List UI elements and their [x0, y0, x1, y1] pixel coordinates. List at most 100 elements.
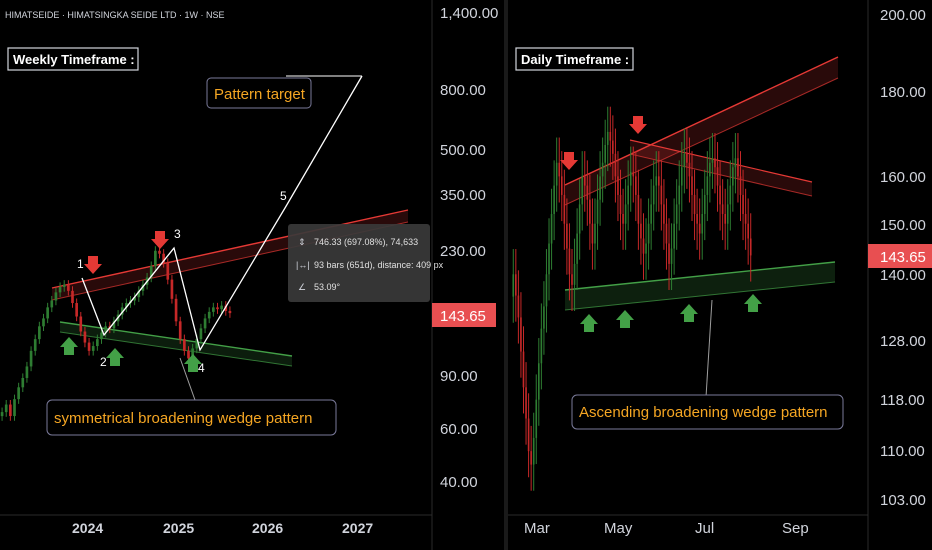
- candle: [199, 328, 203, 340]
- candle: [216, 307, 219, 310]
- daily-panel: Daily Timeframe : Ascending broadening w…: [508, 0, 868, 537]
- candle: [224, 305, 228, 311]
- weekly-price-axis[interactable]: 1,400.00 800.00 500.00 350.00 230.00 143…: [431, 0, 498, 550]
- weekly-pattern-box: [46, 399, 337, 436]
- candle: [545, 274, 548, 307]
- weekly-callout-line: [179, 357, 196, 401]
- candle: [703, 194, 706, 214]
- candle: [742, 194, 744, 214]
- candle: [589, 199, 591, 224]
- candle: [38, 326, 41, 340]
- candle: [642, 238, 645, 254]
- candle: [698, 223, 701, 234]
- candle: [512, 274, 515, 297]
- candle: [601, 162, 604, 177]
- candle: [696, 213, 698, 224]
- candle: [87, 342, 91, 351]
- candle: [640, 223, 642, 239]
- candle: [583, 176, 586, 186]
- daily-pattern-box: [571, 394, 844, 430]
- candle: [29, 350, 33, 367]
- candle: [693, 194, 696, 214]
- candle: [586, 185, 589, 200]
- daily-price-tick: 118.00: [880, 392, 925, 409]
- candle: [191, 348, 194, 359]
- daily-price-tick: 140.00: [880, 267, 926, 284]
- candle: [721, 204, 724, 214]
- candle: [609, 131, 612, 141]
- candle: [578, 204, 581, 234]
- candle: [706, 176, 709, 195]
- candle: [716, 167, 719, 186]
- sell-arrow-icon: [629, 116, 647, 134]
- candle: [719, 185, 721, 205]
- weekly-time-tick: 2025: [163, 520, 194, 536]
- daily-support-band: [565, 262, 835, 310]
- candle: [576, 233, 578, 264]
- candle: [668, 243, 670, 264]
- wave-label-4: 4: [198, 361, 205, 375]
- daily-support-lower: [564, 281, 836, 311]
- daily-price-tick: 150.00: [880, 217, 926, 234]
- candle: [517, 295, 520, 318]
- candle: [563, 194, 566, 224]
- candle: [629, 171, 632, 186]
- wave-path: [81, 75, 363, 352]
- daily-time-tick: Sep: [782, 520, 809, 537]
- candle: [174, 298, 178, 322]
- candle: [515, 274, 517, 296]
- weekly-time-tick: 2026: [252, 520, 283, 536]
- candle: [594, 223, 596, 244]
- candle: [25, 366, 29, 378]
- weekly-price-tick: 60.00: [440, 421, 478, 438]
- measure-icon-price: ⇕: [298, 237, 306, 247]
- daily-support-upper: [564, 261, 836, 291]
- wave-2-3-line: [103, 247, 175, 336]
- candle: [228, 310, 232, 314]
- candle: [678, 185, 681, 205]
- candle: [50, 300, 54, 308]
- buy-arrow-icon: [616, 310, 634, 328]
- buy-arrow-icon: [184, 354, 202, 372]
- measure-icon-angle: ∠: [298, 282, 306, 292]
- candle: [604, 144, 607, 163]
- candle: [67, 284, 70, 291]
- daily-price-axis[interactable]: 200.00 180.00 160.00 150.00 143.65 140.0…: [867, 0, 932, 550]
- candle: [686, 153, 688, 163]
- weekly-price-tick: 230.00: [440, 243, 486, 260]
- daily-time-tick: Mar: [524, 520, 550, 537]
- weekly-price-tick: 90.00: [440, 368, 478, 385]
- candle: [624, 204, 627, 224]
- candle: [58, 286, 62, 293]
- candle: [120, 307, 124, 315]
- candle: [550, 213, 553, 244]
- buy-arrow-icon: [60, 337, 78, 355]
- candle: [571, 274, 573, 285]
- candle: [187, 350, 190, 359]
- candle: [683, 153, 686, 168]
- daily-price-tick: 103.00: [880, 492, 926, 509]
- pattern-target-label: Pattern target: [214, 86, 306, 103]
- candle: [737, 158, 739, 177]
- sell-arrow-icon: [560, 152, 578, 170]
- candle: [732, 167, 734, 186]
- candle: [178, 321, 182, 340]
- candle: [632, 171, 635, 177]
- candle: [4, 404, 8, 413]
- panel-separator[interactable]: [504, 0, 508, 550]
- candle: [665, 223, 668, 244]
- candle: [739, 176, 742, 195]
- daily-pattern-label: Ascending broadening wedge pattern: [579, 404, 828, 421]
- candle: [663, 204, 665, 224]
- candle: [701, 213, 704, 234]
- candle: [520, 317, 522, 352]
- daily-time-tick: Jul: [695, 520, 714, 537]
- daily-title-box: [515, 47, 634, 71]
- candle: [149, 266, 153, 278]
- candle: [33, 339, 37, 351]
- candle: [647, 223, 650, 244]
- candle: [522, 351, 525, 388]
- candle: [543, 306, 545, 329]
- candle: [581, 176, 584, 205]
